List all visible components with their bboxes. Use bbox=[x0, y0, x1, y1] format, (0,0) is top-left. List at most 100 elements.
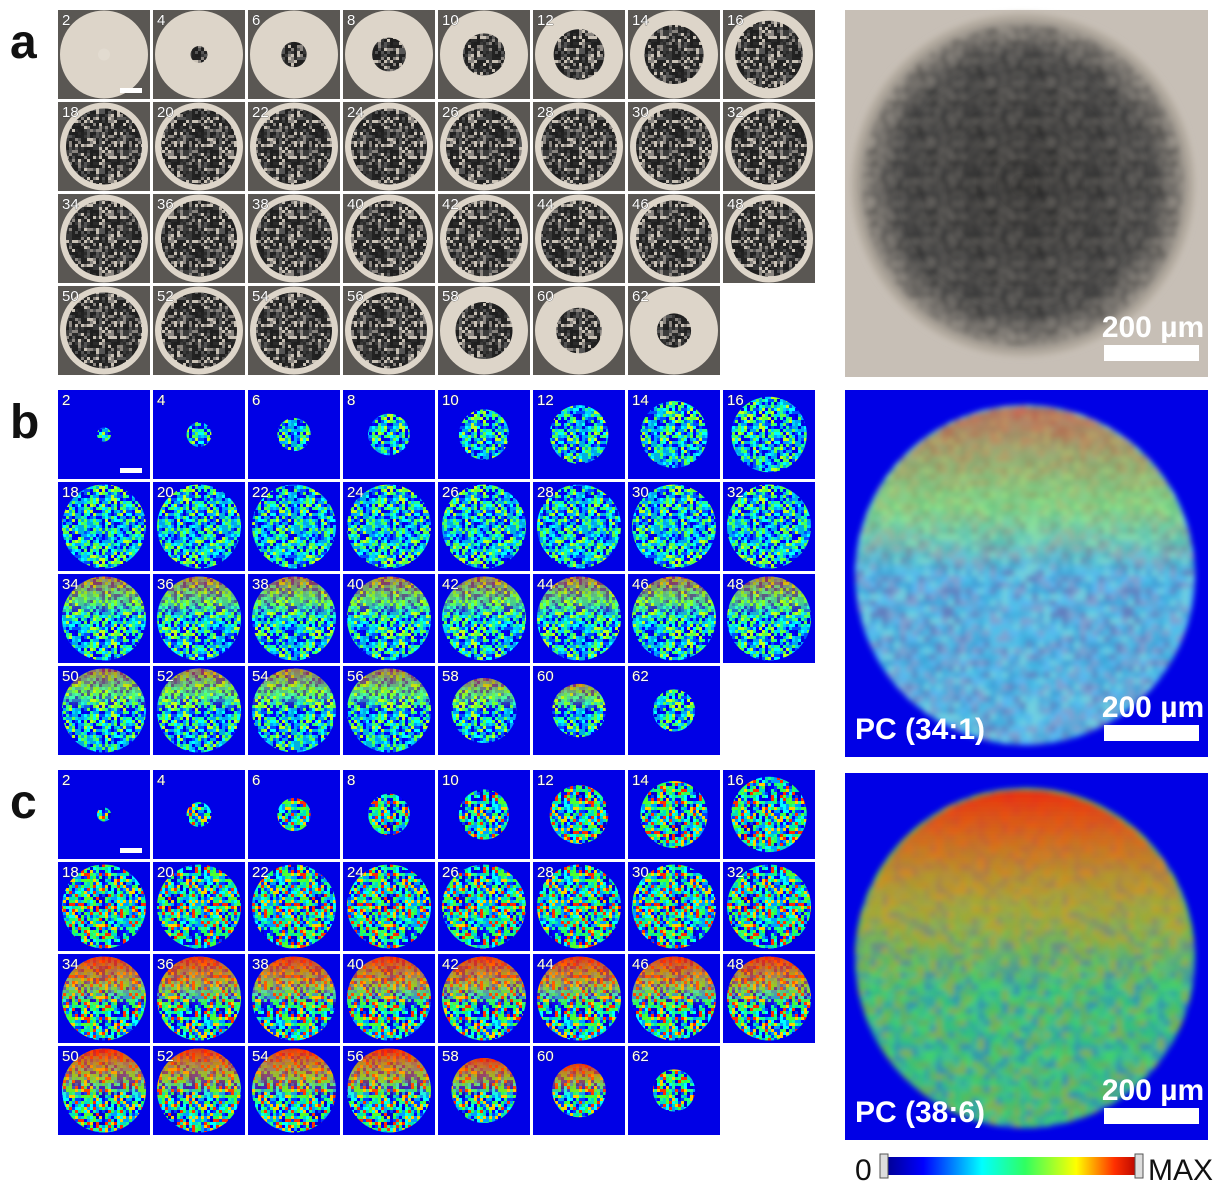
slice-tile: 12 bbox=[533, 770, 625, 859]
cap bbox=[452, 1058, 517, 1123]
caption: PC (38:6) bbox=[855, 1096, 985, 1129]
slice-tile: 40 bbox=[343, 574, 435, 663]
slice-label: 12 bbox=[537, 772, 554, 789]
slice-label: 52 bbox=[157, 668, 174, 685]
slice-label: 30 bbox=[632, 484, 649, 501]
slice-label: 44 bbox=[537, 956, 554, 973]
slice-tile: 48 bbox=[723, 574, 815, 663]
slice-tile: 62 bbox=[628, 666, 720, 755]
slice-tile: 46 bbox=[628, 954, 720, 1043]
slice-label: 16 bbox=[727, 392, 744, 409]
slice-label: 42 bbox=[442, 196, 459, 213]
inner-disc bbox=[98, 49, 110, 61]
slice-label: 52 bbox=[157, 288, 174, 305]
slice-label: 10 bbox=[442, 12, 459, 29]
slice-label: 18 bbox=[62, 104, 79, 121]
slice-label: 2 bbox=[62, 12, 70, 29]
panel: a246810121416182022242628303234363840424… bbox=[10, 10, 1208, 377]
slice-label: 32 bbox=[727, 864, 744, 881]
slice-label: 58 bbox=[442, 288, 459, 305]
slice-label: 58 bbox=[442, 668, 459, 685]
slice-tile: 50 bbox=[58, 1046, 150, 1135]
slice-tile: 14 bbox=[628, 390, 720, 479]
signal-disc bbox=[550, 785, 609, 844]
caption: PC (34:1) bbox=[855, 713, 985, 746]
slice-label: 24 bbox=[347, 864, 364, 881]
slice-label: 36 bbox=[157, 196, 174, 213]
slice-label: 28 bbox=[537, 484, 554, 501]
colorbar-max: MAX bbox=[1148, 1154, 1213, 1184]
slice-label: 62 bbox=[632, 668, 649, 685]
slice-tile: 8 bbox=[343, 770, 435, 859]
colorbar-cap bbox=[880, 1154, 888, 1178]
inner-disc bbox=[372, 38, 406, 72]
slice-tile: 26 bbox=[438, 482, 530, 571]
signal-disc bbox=[277, 798, 310, 831]
slice-label: 56 bbox=[347, 288, 364, 305]
slice-label: 44 bbox=[537, 576, 554, 593]
slice-label: 24 bbox=[347, 484, 364, 501]
slice-tile: 56 bbox=[343, 1046, 435, 1135]
signal-disc bbox=[277, 418, 310, 451]
slice-tile: 38 bbox=[248, 194, 340, 283]
slice-label: 34 bbox=[62, 196, 79, 213]
slice-label: 48 bbox=[727, 576, 744, 593]
slice-tile: 16 bbox=[723, 10, 815, 99]
slice-tile: 52 bbox=[153, 666, 245, 755]
slice-tile: 18 bbox=[58, 482, 150, 571]
slice-label: 8 bbox=[347, 392, 355, 409]
slice-tile: 20 bbox=[153, 862, 245, 951]
slice-label: 20 bbox=[157, 864, 174, 881]
slice-tile: 36 bbox=[153, 574, 245, 663]
slice-label: 32 bbox=[727, 104, 744, 121]
slice-label: 40 bbox=[347, 576, 364, 593]
inner-disc bbox=[554, 29, 605, 80]
slice-label: 6 bbox=[252, 12, 260, 29]
scale-bar bbox=[120, 88, 142, 93]
slice-label: 60 bbox=[537, 288, 554, 305]
slice-label: 34 bbox=[62, 956, 79, 973]
slice-tile: 42 bbox=[438, 194, 530, 283]
slice-label: 2 bbox=[62, 772, 70, 789]
slice-label: 22 bbox=[252, 484, 269, 501]
slice-label: 46 bbox=[632, 956, 649, 973]
overview-image: 200 µm bbox=[845, 10, 1208, 377]
colorbar-gradient bbox=[885, 1157, 1140, 1175]
slice-tile: 50 bbox=[58, 666, 150, 755]
inner-disc bbox=[456, 302, 513, 359]
slice-tile: 24 bbox=[343, 482, 435, 571]
signal-disc bbox=[550, 405, 609, 464]
slice-tile: 20 bbox=[153, 102, 245, 191]
slice-tile: 30 bbox=[628, 862, 720, 951]
slice-label: 12 bbox=[537, 392, 554, 409]
slice-label: 56 bbox=[347, 668, 364, 685]
slice-label: 16 bbox=[727, 772, 744, 789]
slice-tile: 2 bbox=[58, 10, 150, 99]
cap bbox=[552, 1064, 606, 1118]
slice-tile: 30 bbox=[628, 102, 720, 191]
slice-label: 28 bbox=[537, 104, 554, 121]
slice-label: 6 bbox=[252, 772, 260, 789]
slice-label: 42 bbox=[442, 956, 459, 973]
colorbar-cap bbox=[1135, 1154, 1143, 1178]
slice-label: 22 bbox=[252, 104, 269, 121]
slice-label: 20 bbox=[157, 484, 174, 501]
slice-label: 62 bbox=[632, 1048, 649, 1065]
slice-tile: 22 bbox=[248, 862, 340, 951]
scale-bar bbox=[1104, 1108, 1199, 1124]
slice-tile: 42 bbox=[438, 954, 530, 1043]
slice-label: 50 bbox=[62, 668, 79, 685]
slice-tile: 62 bbox=[628, 286, 720, 375]
slice-tile: 10 bbox=[438, 390, 530, 479]
signal-disc bbox=[368, 794, 410, 836]
slice-tile: 44 bbox=[533, 194, 625, 283]
slice-tile: 32 bbox=[723, 862, 815, 951]
slice-tile: 46 bbox=[628, 574, 720, 663]
slice-label: 26 bbox=[442, 104, 459, 121]
panel-label: c bbox=[10, 776, 37, 829]
slice-label: 8 bbox=[347, 12, 355, 29]
slice-label: 34 bbox=[62, 576, 79, 593]
slice-tile: 28 bbox=[533, 862, 625, 951]
slice-tile: 38 bbox=[248, 574, 340, 663]
slice-tile: 34 bbox=[58, 194, 150, 283]
